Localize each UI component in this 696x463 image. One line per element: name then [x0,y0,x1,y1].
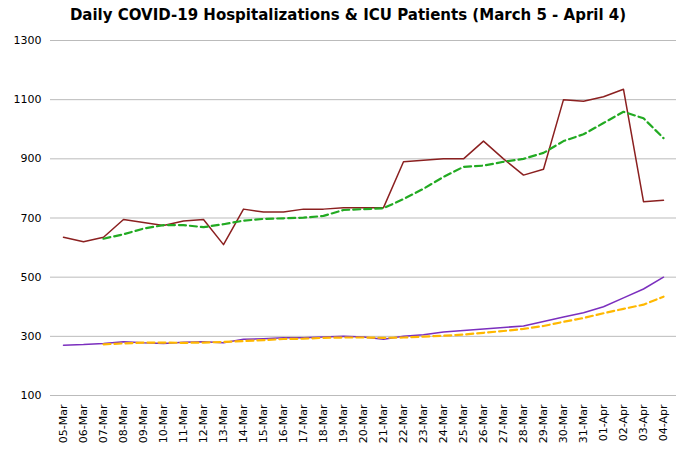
svg-text:18-Mar: 18-Mar [317,404,330,443]
svg-text:13-Mar: 13-Mar [217,404,230,443]
svg-text:500: 500 [21,271,42,284]
svg-text:27-Mar: 27-Mar [497,404,510,443]
svg-text:1100: 1100 [14,93,42,106]
svg-text:26-Mar: 26-Mar [477,404,490,443]
svg-text:05-Mar: 05-Mar [57,404,70,443]
svg-text:01-Apr: 01-Apr [597,404,610,441]
html-text:Daily COVID-19 Hospitalization: Daily COVID-19 Hospitalizations & ICU Pa… [69,6,627,24]
svg-text:14-Mar: 14-Mar [237,404,250,443]
svg-text:15-Mar: 15-Mar [257,404,270,443]
svg-text:09-Mar: 09-Mar [137,404,150,443]
svg-text:10-Mar: 10-Mar [157,404,170,443]
svg-text:24-Mar: 24-Mar [437,404,450,443]
svg-text:07-Mar: 07-Mar [97,404,110,443]
svg-text:11-Mar: 11-Mar [177,404,190,443]
svg-text:08-Mar: 08-Mar [117,404,130,443]
svg-text:31-Mar: 31-Mar [577,404,590,443]
svg-text:23-Mar: 23-Mar [417,404,430,443]
svg-text:16-Mar: 16-Mar [277,404,290,443]
svg-text:20-Mar: 20-Mar [357,404,370,443]
svg-text:02-Apr: 02-Apr [617,404,630,441]
svg-text:21-Mar: 21-Mar [377,404,390,443]
svg-text:300: 300 [21,330,42,343]
svg-text:06-Mar: 06-Mar [77,404,90,443]
svg-text:1300: 1300 [14,34,42,47]
svg-text:17-Mar: 17-Mar [297,404,310,443]
svg-text:22-Mar: 22-Mar [397,404,410,443]
svg-text:30-Mar: 30-Mar [557,404,570,443]
svg-text:29-Mar: 29-Mar [537,404,550,443]
svg-text:12-Mar: 12-Mar [197,404,210,443]
svg-text:19-Mar: 19-Mar [337,404,350,443]
svg-text:700: 700 [21,212,42,225]
svg-text:04-Apr: 04-Apr [657,404,670,441]
svg-text:28-Mar: 28-Mar [517,404,530,443]
svg-text:25-Mar: 25-Mar [457,404,470,443]
svg-text:100: 100 [21,389,42,402]
svg-text:900: 900 [21,152,42,165]
svg-text:03-Apr: 03-Apr [637,404,650,441]
